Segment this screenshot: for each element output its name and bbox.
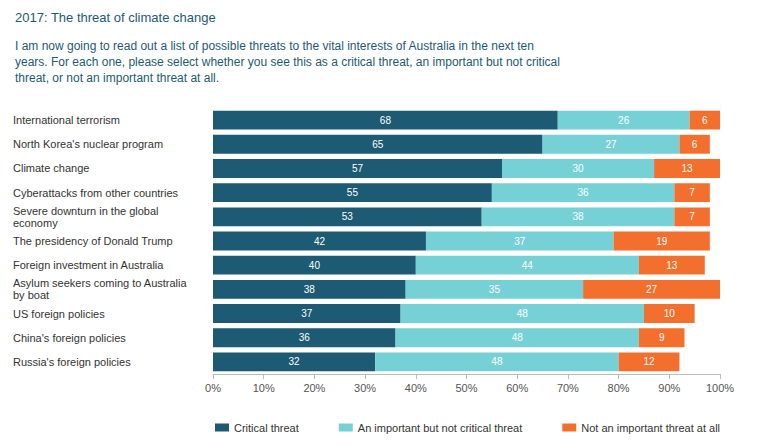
- svg-text:53: 53: [342, 211, 354, 222]
- svg-text:Critical threat: Critical threat: [234, 422, 299, 434]
- svg-text:An important but not critical: An important but not critical threat: [358, 422, 522, 434]
- svg-text:North Korea's nuclear program: North Korea's nuclear program: [13, 138, 163, 150]
- svg-text:65: 65: [372, 139, 384, 150]
- svg-text:27: 27: [646, 284, 658, 295]
- svg-text:30: 30: [572, 163, 584, 174]
- svg-text:37: 37: [301, 308, 313, 319]
- svg-text:38: 38: [304, 284, 316, 295]
- svg-text:Climate change: Climate change: [13, 162, 89, 174]
- svg-text:42: 42: [314, 236, 326, 247]
- svg-text:Cyberattacks from other countr: Cyberattacks from other countries: [13, 187, 179, 199]
- svg-text:38: 38: [572, 211, 584, 222]
- svg-text:13: 13: [681, 163, 693, 174]
- svg-text:Russia's foreign policies: Russia's foreign policies: [13, 356, 131, 368]
- svg-text:7: 7: [689, 211, 695, 222]
- svg-text:12: 12: [643, 356, 655, 367]
- svg-text:China's foreign policies: China's foreign policies: [13, 332, 126, 344]
- svg-text:Asylum seekers coming to Austr: Asylum seekers coming to Australia: [13, 277, 190, 289]
- svg-text:44: 44: [522, 260, 534, 271]
- svg-text:70%: 70%: [557, 382, 579, 394]
- svg-text:10: 10: [664, 308, 676, 319]
- svg-text:32: 32: [289, 356, 301, 367]
- svg-text:36: 36: [578, 187, 590, 198]
- svg-text:6: 6: [702, 115, 708, 126]
- svg-text:threat, or not an important th: threat, or not an important threat at al…: [15, 71, 219, 85]
- svg-text:55: 55: [347, 187, 359, 198]
- svg-text:7: 7: [689, 187, 695, 198]
- svg-text:The presidency of Donald Trump: The presidency of Donald Trump: [13, 235, 173, 247]
- svg-text:26: 26: [618, 115, 630, 126]
- svg-text:years. For each one, please se: years. For each one, please select wheth…: [15, 55, 563, 69]
- svg-text:I am now going to read out a l: I am now going to read out a list of pos…: [15, 39, 537, 53]
- svg-text:68: 68: [380, 115, 392, 126]
- svg-text:40%: 40%: [405, 382, 427, 394]
- svg-text:Not an important threat at all: Not an important threat at all: [581, 422, 720, 434]
- svg-text:48: 48: [491, 356, 503, 367]
- svg-text:10%: 10%: [253, 382, 275, 394]
- svg-text:57: 57: [352, 163, 364, 174]
- svg-text:20%: 20%: [303, 382, 325, 394]
- svg-text:19: 19: [656, 236, 668, 247]
- svg-text:80%: 80%: [608, 382, 630, 394]
- svg-text:40: 40: [309, 260, 321, 271]
- svg-text:9: 9: [659, 332, 665, 343]
- svg-text:27: 27: [605, 139, 617, 150]
- svg-text:35: 35: [489, 284, 501, 295]
- svg-text:Severe downturn in the global: Severe downturn in the global: [13, 205, 162, 217]
- svg-text:36: 36: [299, 332, 311, 343]
- svg-text:economy: economy: [13, 217, 58, 229]
- svg-text:30%: 30%: [354, 382, 376, 394]
- svg-text:37: 37: [514, 236, 526, 247]
- svg-text:48: 48: [517, 308, 529, 319]
- svg-text:60%: 60%: [506, 382, 528, 394]
- svg-text:Foreign investment in Australi: Foreign investment in Australia: [13, 259, 164, 271]
- svg-text:90%: 90%: [658, 382, 680, 394]
- svg-text:6: 6: [692, 139, 698, 150]
- svg-text:International terrorism: International terrorism: [13, 114, 120, 126]
- svg-text:by boat: by boat: [13, 289, 49, 301]
- svg-text:50%: 50%: [455, 382, 477, 394]
- svg-text:48: 48: [512, 332, 524, 343]
- svg-text:US foreign policies: US foreign policies: [13, 308, 105, 320]
- svg-text:100%: 100%: [706, 382, 734, 394]
- svg-text:0%: 0%: [205, 382, 221, 394]
- svg-text:2017: The threat of climate ch: 2017: The threat of climate change: [15, 10, 216, 25]
- svg-text:13: 13: [666, 260, 678, 271]
